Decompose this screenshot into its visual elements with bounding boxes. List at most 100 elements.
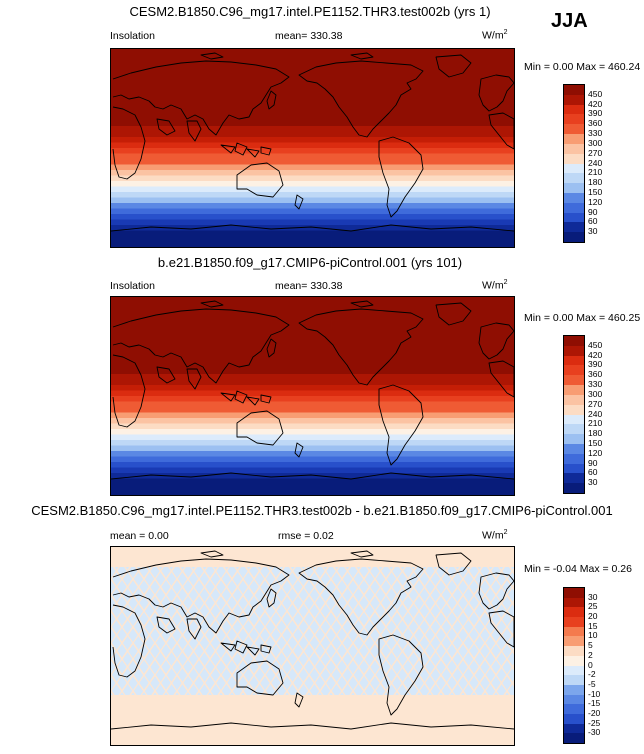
colorbar-segment bbox=[564, 434, 584, 444]
coastline bbox=[111, 722, 514, 730]
coastline bbox=[294, 194, 304, 210]
insolation-band bbox=[111, 98, 514, 105]
coastline bbox=[186, 618, 202, 640]
insolation-band bbox=[111, 203, 514, 210]
insolation-band bbox=[111, 115, 514, 122]
coastline bbox=[266, 338, 277, 358]
colorbar-tick-label: 300 bbox=[588, 388, 603, 399]
colorbar-tick-label: 420 bbox=[588, 98, 603, 109]
colorbar-tick-label: 90 bbox=[588, 457, 598, 468]
colorbar-tick-label: 20 bbox=[588, 611, 598, 622]
insolation-band bbox=[111, 357, 514, 364]
insolation-band bbox=[111, 390, 514, 397]
coastline bbox=[156, 616, 176, 634]
colorbar-tick-label: 10 bbox=[588, 630, 598, 641]
insolation-band bbox=[111, 451, 514, 458]
coastline bbox=[220, 142, 272, 158]
colorbar-segment bbox=[564, 424, 584, 435]
insolation-band bbox=[111, 230, 514, 237]
insolation-band bbox=[111, 60, 514, 67]
insolation-band bbox=[111, 104, 514, 111]
colorbar-tick-label: 210 bbox=[588, 167, 603, 178]
insolation-band bbox=[111, 489, 514, 495]
coastline bbox=[112, 60, 290, 136]
insolation-band bbox=[111, 148, 514, 155]
colorbar-segment bbox=[564, 655, 584, 666]
coastline bbox=[200, 300, 374, 308]
colorbar-tick-label: 180 bbox=[588, 177, 603, 188]
panel1-mean-label: mean= 330.38 bbox=[275, 30, 343, 42]
panel2-bands bbox=[111, 297, 514, 495]
panel3-title: CESM2.B1850.C96_mg17.intel.PE1152.THR3.t… bbox=[31, 503, 613, 518]
panel3-map bbox=[110, 546, 515, 746]
insolation-band bbox=[111, 214, 514, 221]
coastline bbox=[112, 106, 146, 180]
colorbar-segment bbox=[564, 473, 584, 484]
colorbar-segment bbox=[564, 345, 584, 356]
colorbar-segment bbox=[564, 163, 584, 174]
colorbar-segment bbox=[564, 684, 584, 695]
coastline bbox=[298, 558, 424, 636]
coastline bbox=[378, 136, 424, 218]
coastline bbox=[298, 308, 424, 386]
colorbar-segment bbox=[564, 104, 584, 115]
coastline bbox=[186, 368, 202, 390]
colorbar-segment bbox=[564, 212, 584, 223]
colorbar-segment bbox=[564, 597, 584, 608]
panel1-units: W/m2 bbox=[482, 29, 508, 42]
panel3-mean-label: mean = 0.00 bbox=[110, 530, 169, 542]
insolation-band bbox=[111, 445, 514, 452]
coastline bbox=[294, 692, 304, 708]
coastline bbox=[378, 634, 424, 716]
insolation-band bbox=[111, 385, 514, 392]
colorbar-segment bbox=[564, 114, 584, 125]
insolation-band bbox=[111, 131, 514, 138]
coastline bbox=[220, 390, 272, 406]
insolation-band bbox=[111, 49, 514, 56]
coastline bbox=[266, 90, 277, 110]
colorbar-segment bbox=[564, 365, 584, 376]
panel2-mean-label: mean= 330.38 bbox=[275, 280, 343, 292]
colorbar-segment bbox=[564, 665, 584, 676]
colorbar-tick-label: 450 bbox=[588, 339, 603, 350]
coastline bbox=[156, 118, 176, 136]
colorbar-tick-label: 120 bbox=[588, 196, 603, 207]
insolation-band bbox=[111, 308, 514, 315]
colorbar-segment bbox=[564, 173, 584, 184]
coastline bbox=[435, 54, 472, 78]
insolation-band bbox=[111, 219, 514, 226]
colorbar-tick-label: 120 bbox=[588, 447, 603, 458]
colorbar-tick-label: -25 bbox=[588, 717, 601, 728]
insolation-band bbox=[111, 412, 514, 419]
insolation-band bbox=[111, 192, 514, 199]
colorbar-tick-label: 240 bbox=[588, 157, 603, 168]
colorbar-tick-label: -5 bbox=[588, 678, 596, 689]
insolation-band bbox=[111, 87, 514, 94]
coastline bbox=[488, 610, 514, 648]
colorbar-segment bbox=[564, 153, 584, 164]
coastline bbox=[478, 572, 514, 610]
colorbar-tick-label: 210 bbox=[588, 418, 603, 429]
insolation-band bbox=[111, 54, 514, 61]
coastline bbox=[220, 640, 272, 656]
insolation-band bbox=[111, 335, 514, 342]
colorbar-tick-label: 360 bbox=[588, 118, 603, 129]
colorbar-segment bbox=[564, 202, 584, 213]
colorbar-tick-label: 150 bbox=[588, 437, 603, 448]
insolation-band bbox=[111, 241, 514, 247]
colorbar-tick-label: 330 bbox=[588, 128, 603, 139]
panel3-units: W/m2 bbox=[482, 529, 508, 542]
coastline bbox=[298, 60, 424, 138]
insolation-band bbox=[111, 181, 514, 188]
coastline bbox=[478, 322, 514, 360]
panel1-bands bbox=[111, 49, 514, 247]
coastline bbox=[200, 550, 374, 558]
colorbar-segment bbox=[564, 453, 584, 464]
insolation-band bbox=[111, 346, 514, 353]
insolation-band bbox=[111, 120, 514, 127]
colorbar-segment bbox=[564, 443, 584, 454]
insolation-band bbox=[111, 302, 514, 309]
insolation-band bbox=[111, 236, 514, 243]
coastline bbox=[112, 308, 290, 384]
panel2-colorbar bbox=[563, 335, 585, 494]
